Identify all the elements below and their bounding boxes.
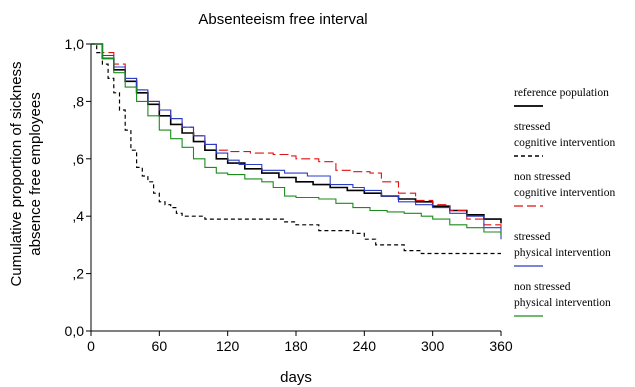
legend-label: stressed: [514, 231, 551, 243]
chart-title: Absenteeism free interval: [198, 11, 367, 28]
series-line-2: [91, 43, 501, 255]
y-tick-label: 1,0: [65, 36, 85, 52]
x-axis-label: days: [280, 369, 312, 386]
y-tick-label: ,6: [72, 151, 84, 167]
x-tick-label: 0: [87, 338, 95, 354]
series-layer: [91, 43, 502, 255]
x-tick-label: 180: [284, 338, 308, 354]
x-tick-label: 60: [152, 338, 168, 354]
legend-label: physical intervention: [514, 247, 611, 259]
legend-label: non stressed: [514, 281, 571, 293]
legend-label: non stressed: [514, 171, 571, 183]
x-axis-ticks: 0 60 120 180 240 300 360: [87, 331, 513, 354]
legend: reference population stressed cognitive in…: [514, 87, 615, 317]
y-tick-label: ,8: [72, 93, 84, 109]
legend-label: stressed: [514, 121, 551, 133]
x-tick-label: 120: [216, 338, 240, 354]
y-axis-label-line-1: Cumulative proportion of sickness: [8, 61, 25, 286]
y-axis-ticks: 0,0 ,2 ,4 ,6 ,8 1,0: [65, 36, 91, 339]
legend-label: cognitive intervention: [514, 187, 615, 199]
x-tick-label: 300: [421, 338, 445, 354]
y-tick-label: ,4: [72, 208, 84, 224]
x-tick-label: 240: [353, 338, 377, 354]
axes: [90, 44, 501, 332]
series-line-4: [91, 43, 502, 240]
series-line-5: [91, 43, 502, 237]
y-tick-label: 0,0: [65, 323, 85, 339]
legend-label: reference population: [514, 87, 609, 99]
x-tick-label: 360: [489, 338, 513, 354]
y-tick-label: ,2: [72, 266, 84, 282]
y-axis-label-line-2: absence free employees: [27, 92, 44, 255]
legend-label: cognitive intervention: [514, 137, 615, 149]
legend-label: physical intervention: [514, 297, 611, 309]
